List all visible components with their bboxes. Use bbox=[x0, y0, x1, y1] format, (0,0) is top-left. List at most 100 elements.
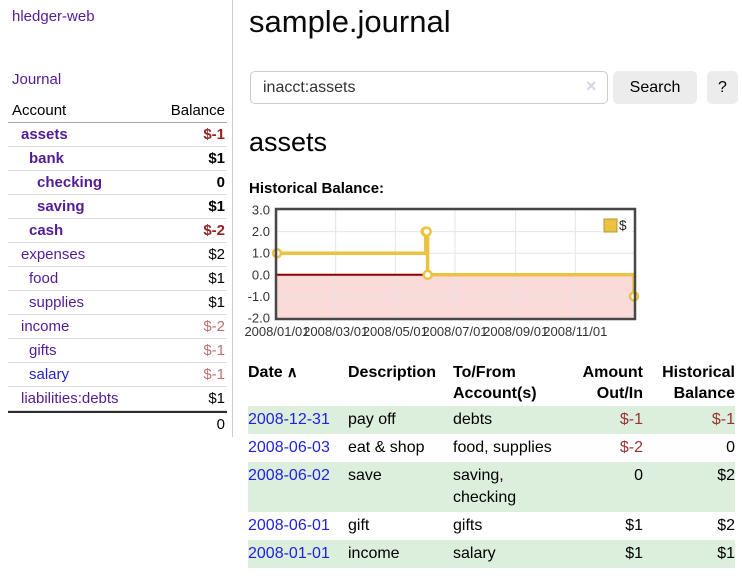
svg-text:2008/11/01: 2008/11/01 bbox=[543, 324, 607, 339]
transaction-balance: $1 bbox=[717, 545, 735, 562]
transaction-amount: $1 bbox=[625, 517, 643, 534]
account-row: cash $-2 bbox=[8, 219, 227, 243]
account-balance: $1 bbox=[208, 390, 225, 407]
transaction-accounts: salary bbox=[453, 545, 496, 562]
date-column-header[interactable]: Date ∧ bbox=[248, 364, 298, 381]
accounts-tree-header: Account Balance bbox=[8, 99, 227, 123]
transaction-amount: $-1 bbox=[619, 411, 643, 428]
sidebar-item-journal[interactable]: Journal bbox=[12, 71, 62, 88]
amount-column-header: Amount Out/In bbox=[582, 364, 643, 402]
account-balance: 0 bbox=[216, 174, 225, 191]
sidebar-account-link-cash[interactable]: cash bbox=[29, 222, 64, 239]
account-row: liabilities:debts $1 bbox=[8, 387, 227, 411]
sidebar-account-link-liabilities-debts[interactable]: liabilities:debts bbox=[21, 390, 119, 407]
transaction-accounts: debts bbox=[453, 411, 493, 428]
transaction-amount: 0 bbox=[634, 467, 643, 484]
balance-column-header: Balance bbox=[170, 102, 225, 119]
accounts-total-row: 0 bbox=[8, 411, 227, 436]
balance-column-header: Historical Balance bbox=[662, 364, 735, 402]
transaction-row: 2008-12-31 pay off debts $-1 $-1 bbox=[248, 406, 735, 434]
sidebar-account-link-assets[interactable]: assets bbox=[21, 126, 68, 143]
transaction-date-link[interactable]: 2008-01-01 bbox=[248, 545, 330, 562]
svg-text:1.0: 1.0 bbox=[252, 246, 270, 261]
transaction-row: 2008-01-01 income salary $1 $1 bbox=[248, 540, 735, 568]
sidebar-account-link-saving[interactable]: saving bbox=[37, 198, 85, 215]
description-column-header: Description bbox=[348, 364, 437, 381]
transaction-accounts: food, supplies bbox=[453, 439, 552, 456]
sidebar-account-link-checking[interactable]: checking bbox=[37, 174, 103, 191]
transaction-row: 2008-06-01 gift gifts $1 $2 bbox=[248, 512, 735, 540]
account-balance: $2 bbox=[208, 246, 225, 263]
account-balance: $-2 bbox=[203, 318, 225, 335]
account-row: supplies $1 bbox=[8, 291, 227, 315]
transaction-balance: $-1 bbox=[711, 411, 735, 428]
sort-ascending-icon: ∧ bbox=[286, 364, 298, 381]
transaction-accounts: gifts bbox=[453, 517, 483, 534]
sidebar-account-link-income[interactable]: income bbox=[21, 318, 70, 335]
svg-text:2008/03/01: 2008/03/01 bbox=[303, 324, 368, 339]
account-row: expenses $2 bbox=[8, 243, 227, 267]
sidebar-account-link-gifts[interactable]: gifts bbox=[29, 342, 57, 359]
account-row: saving $1 bbox=[8, 195, 227, 219]
sidebar-account-link-bank[interactable]: bank bbox=[29, 150, 65, 167]
accounts-tree: Account Balance assets $-1 bank $1 checkin… bbox=[8, 99, 227, 436]
account-row: assets $-1 bbox=[8, 123, 227, 147]
accounts-total-value: 0 bbox=[216, 416, 225, 433]
sidebar: hledger-web Journal Account Balance asse… bbox=[0, 0, 233, 437]
account-balance: $1 bbox=[208, 198, 225, 215]
account-balance: $-1 bbox=[203, 342, 225, 359]
svg-text:-1.0: -1.0 bbox=[248, 289, 270, 304]
transaction-date-link[interactable]: 2008-12-31 bbox=[248, 411, 330, 428]
account-row: checking 0 bbox=[8, 171, 227, 195]
sidebar-account-link-expenses[interactable]: expenses bbox=[21, 246, 86, 263]
transaction-balance: $2 bbox=[717, 467, 735, 484]
account-row: income $-2 bbox=[8, 315, 227, 339]
account-heading: assets bbox=[249, 127, 328, 157]
app-title-link[interactable]: hledger-web bbox=[12, 8, 95, 25]
svg-text:0.0: 0.0 bbox=[252, 267, 270, 282]
transaction-description: pay off bbox=[348, 411, 396, 428]
svg-text:2008/09/01: 2008/09/01 bbox=[483, 324, 548, 339]
svg-text:2.0: 2.0 bbox=[252, 224, 270, 239]
search-button[interactable]: Search bbox=[613, 71, 697, 104]
svg-text:2008/07/01: 2008/07/01 bbox=[422, 324, 487, 339]
transaction-accounts: saving, checking bbox=[453, 467, 517, 506]
account-column-header: Account bbox=[12, 102, 67, 119]
page-title: sample.journal bbox=[249, 4, 451, 39]
transaction-date-link[interactable]: 2008-06-03 bbox=[248, 439, 330, 456]
clear-search-icon[interactable]: × bbox=[586, 76, 597, 96]
accounts-column-header: To/From Account(s) bbox=[453, 364, 537, 402]
account-balance: $-1 bbox=[203, 126, 225, 143]
help-button[interactable]: ? bbox=[707, 71, 738, 104]
transaction-amount: $-2 bbox=[619, 439, 643, 456]
sidebar-account-link-supplies[interactable]: supplies bbox=[29, 294, 85, 311]
transaction-description: eat & shop bbox=[348, 439, 425, 456]
account-row: gifts $-1 bbox=[8, 339, 227, 363]
transaction-row: 2008-06-02 save saving, checking 0 $2 bbox=[248, 462, 735, 512]
account-row: food $1 bbox=[8, 267, 227, 291]
sidebar-account-link-salary[interactable]: salary bbox=[29, 366, 70, 383]
search-input[interactable] bbox=[250, 71, 608, 104]
account-row: salary $-1 bbox=[8, 363, 227, 387]
transaction-balance: 0 bbox=[726, 439, 735, 456]
svg-text:3.0: 3.0 bbox=[252, 203, 270, 218]
transaction-amount: $1 bbox=[625, 545, 643, 562]
account-balance: $1 bbox=[208, 270, 225, 287]
account-balance: $-1 bbox=[203, 366, 225, 383]
transaction-description: save bbox=[348, 467, 382, 484]
historical-balance-chart: 3.0 2.0 1.0 0.0 -1.0 -2.0 2008/01/01 2008/03/01… bbox=[240, 203, 640, 345]
account-balance: $1 bbox=[208, 294, 225, 311]
register-table: Date ∧ Description To/From Account(s) Amo… bbox=[248, 362, 735, 568]
account-row: bank $1 bbox=[8, 147, 227, 171]
transaction-balance: $2 bbox=[717, 517, 735, 534]
transaction-date-link[interactable]: 2008-06-02 bbox=[248, 467, 330, 484]
register-table-header: Date ∧ Description To/From Account(s) Amo… bbox=[248, 362, 735, 404]
svg-text:$: $ bbox=[619, 218, 627, 233]
transaction-date-link[interactable]: 2008-06-01 bbox=[248, 517, 330, 534]
account-balance: $1 bbox=[208, 150, 225, 167]
svg-text:2008/05/01: 2008/05/01 bbox=[363, 324, 428, 339]
transaction-description: income bbox=[348, 545, 400, 562]
sidebar-account-link-food[interactable]: food bbox=[29, 270, 59, 287]
svg-text:-2.0: -2.0 bbox=[248, 311, 270, 326]
transaction-description: gift bbox=[348, 517, 370, 534]
